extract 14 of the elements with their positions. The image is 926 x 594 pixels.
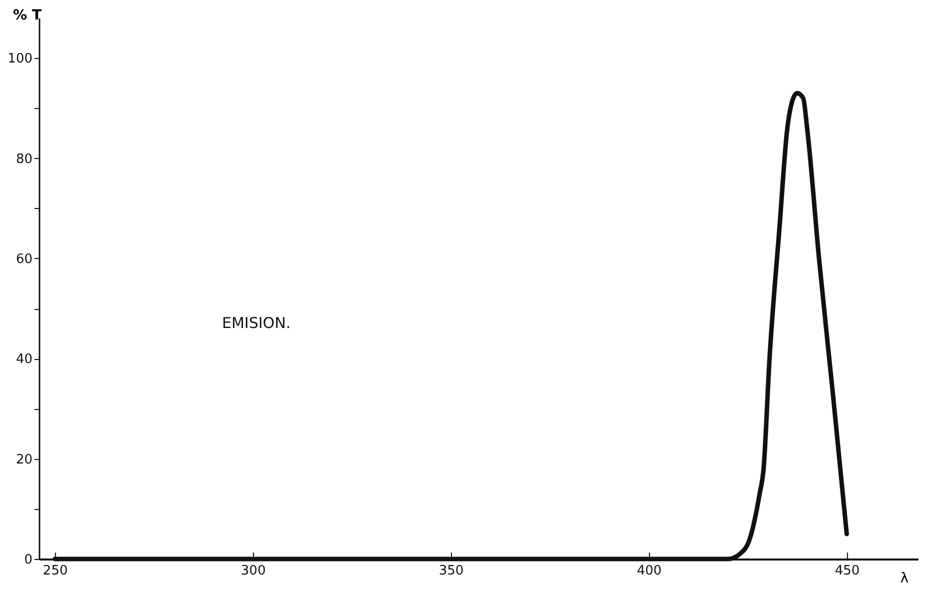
x-tick-label: 250 (42, 564, 68, 578)
y-tick-label: 80 (16, 152, 32, 167)
x-tick-label: 300 (240, 564, 266, 578)
y-tick-label: 0 (24, 552, 32, 568)
x-axis-title: λ (900, 570, 908, 586)
x-tick-label: 350 (438, 564, 464, 578)
y-tick-label: 60 (16, 252, 32, 267)
y-tick-label: 40 (16, 352, 32, 368)
y-tick-label: 20 (16, 452, 32, 468)
x-tick-label: 450 (834, 564, 860, 578)
annotation: EMISION. (222, 314, 291, 332)
y-tick-label: 100 (8, 52, 32, 67)
x-tick-label: 400 (636, 564, 662, 578)
y-axis-title: % T (13, 8, 42, 24)
